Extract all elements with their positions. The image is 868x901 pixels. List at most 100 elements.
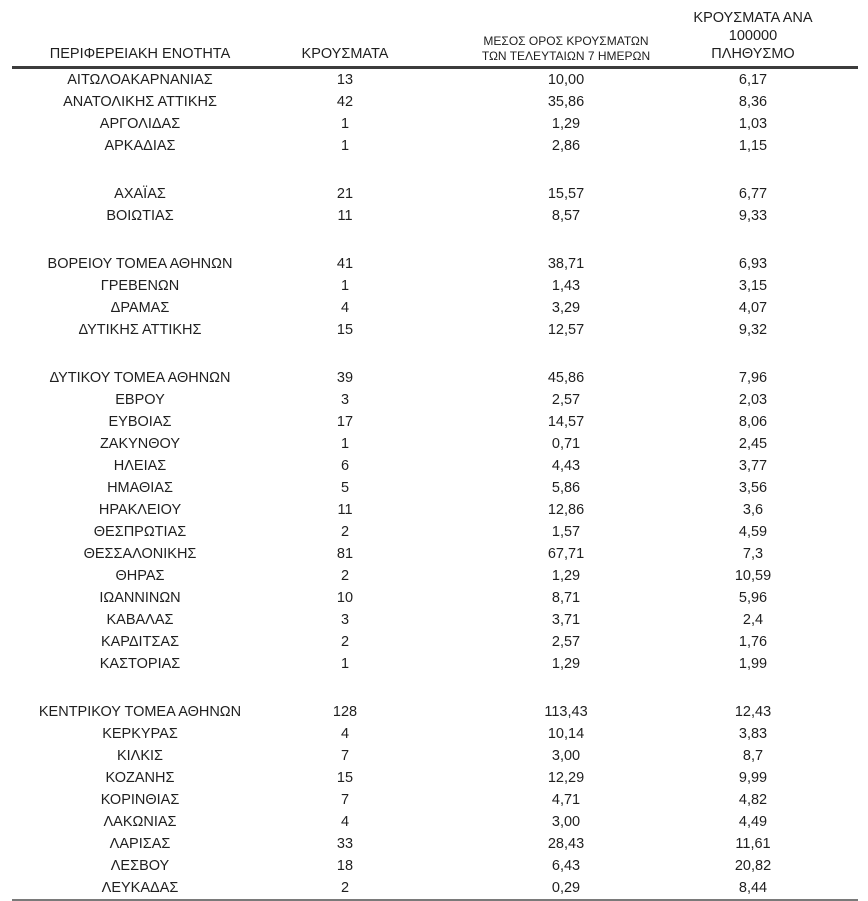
cell-avg7: 28,43	[547, 836, 585, 852]
cell-avg7: 10,14	[547, 726, 585, 742]
table-row: ΓΡΕΒΕΝΩΝ 1 1,43 3,15	[12, 275, 858, 297]
cell-per100k: 6,77	[738, 186, 768, 202]
cell-cases: 11	[337, 502, 353, 518]
cell-cases: 2	[340, 880, 350, 896]
table-row: ΑΡΚΑΔΙΑΣ 1 2,86 1,15	[12, 135, 858, 157]
cell-avg7: 3,29	[551, 300, 581, 316]
cell-per100k: 8,06	[738, 414, 768, 430]
cell-avg7: 15,57	[547, 186, 585, 202]
cell-region: ΑΡΓΟΛΙΔΑΣ	[99, 116, 181, 132]
cell-cases: 3	[340, 392, 350, 408]
cell-avg7: 8,57	[551, 208, 581, 224]
spacer-cell	[12, 227, 858, 253]
cell-cases: 13	[336, 72, 354, 88]
cell-avg7: 6,43	[551, 858, 581, 874]
spacer-cell	[12, 675, 858, 701]
cell-avg7: 67,71	[547, 546, 585, 562]
table-row: ΕΒΡΟΥ 3 2,57 2,03	[12, 389, 858, 411]
cell-region: ΚΕΝΤΡΙΚΟΥ ΤΟΜΕΑ ΑΘΗΝΩΝ	[38, 704, 242, 720]
table-row: ΚΙΛΚΙΣ 7 3,00 8,7	[12, 745, 858, 767]
cell-region: ΒΟΡΕΙΟΥ ΤΟΜΕΑ ΑΘΗΝΩΝ	[47, 256, 233, 272]
cell-region: ΗΛΕΙΑΣ	[113, 458, 167, 474]
cell-avg7: 35,86	[547, 94, 585, 110]
cell-cases: 5	[340, 480, 350, 496]
cell-cases: 1	[340, 656, 350, 672]
table-row: ΒΟΙΩΤΙΑΣ 11 8,57 9,33	[12, 205, 858, 227]
spacer-row	[12, 157, 858, 183]
cell-per100k: 2,4	[742, 612, 764, 628]
table-row: ΚΑΡΔΙΤΣΑΣ 2 2,57 1,76	[12, 631, 858, 653]
cell-cases: 4	[340, 726, 350, 742]
cell-avg7: 1,29	[551, 568, 581, 584]
cell-cases: 41	[336, 256, 354, 272]
cell-cases: 2	[340, 524, 350, 540]
table-body: ΑΙΤΩΛΟΑΚΑΡΝΑΝΙΑΣ 13 10,00 6,17 ΑΝΑΤΟΛΙΚΗΣ ΑΤ…	[12, 68, 858, 901]
cell-cases: 128	[332, 704, 358, 720]
table-row: ΚΟΖΑΝΗΣ 15 12,29 9,99	[12, 767, 858, 789]
cell-region: ΘΕΣΣΑΛΟΝΙΚΗΣ	[83, 546, 197, 562]
cell-per100k: 6,93	[738, 256, 768, 272]
cell-cases: 21	[336, 186, 354, 202]
table-row: ΑΧΑΪΑΣ 21 15,57 6,77	[12, 183, 858, 205]
header-row: ΠΕΡΙΦΕΡΕΙΑΚΗ ΕΝΟΤΗΤΑ ΚΡΟΥΣΜΑΤΑ ΜΕΣΟΣ ΟΡΟ…	[12, 5, 858, 69]
cell-region: ΚΙΛΚΙΣ	[116, 748, 164, 764]
cell-region: ΚΟΖΑΝΗΣ	[105, 770, 175, 786]
table-row: ΚΟΡΙΝΘΙΑΣ 7 4,71 4,82	[12, 789, 858, 811]
table-row: ΑΙΤΩΛΟΑΚΑΡΝΑΝΙΑΣ 13 10,00 6,17	[12, 68, 858, 92]
cell-region: ΚΑΡΔΙΤΣΑΣ	[100, 634, 180, 650]
cell-per100k: 11,61	[735, 836, 771, 852]
cell-cases: 15	[336, 322, 354, 338]
cell-region: ΓΡΕΒΕΝΩΝ	[100, 278, 180, 294]
cell-per100k: 20,82	[734, 858, 772, 874]
cell-per100k: 8,44	[738, 880, 768, 896]
cell-region: ΑΙΤΩΛΟΑΚΑΡΝΑΝΙΑΣ	[67, 72, 213, 88]
header-region-label: ΠΕΡΙΦΕΡΕΙΑΚΗ ΕΝΟΤΗΤΑ	[49, 46, 231, 62]
table-row: ΗΡΑΚΛΕΙΟΥ 11 12,86 3,6	[12, 499, 858, 521]
regional-cases-table-wrap: ΠΕΡΙΦΕΡΕΙΑΚΗ ΕΝΟΤΗΤΑ ΚΡΟΥΣΜΑΤΑ ΜΕΣΟΣ ΟΡΟ…	[12, 5, 858, 901]
table-row: ΚΕΡΚΥΡΑΣ 4 10,14 3,83	[12, 723, 858, 745]
cell-avg7: 12,57	[547, 322, 585, 338]
cell-per100k: 1,15	[738, 138, 768, 154]
cell-region: ΒΟΙΩΤΙΑΣ	[106, 208, 174, 224]
cell-per100k: 4,49	[738, 814, 768, 830]
spacer-cell	[12, 341, 858, 367]
table-row: ΑΡΓΟΛΙΔΑΣ 1 1,29 1,03	[12, 113, 858, 135]
cell-cases: 81	[336, 546, 354, 562]
cell-cases: 39	[336, 370, 354, 386]
cell-cases: 10	[336, 590, 354, 606]
table-row: ΛΕΥΚΑΔΑΣ 2 0,29 8,44	[12, 877, 858, 900]
regional-cases-table: ΠΕΡΙΦΕΡΕΙΑΚΗ ΕΝΟΤΗΤΑ ΚΡΟΥΣΜΑΤΑ ΜΕΣΟΣ ΟΡΟ…	[12, 5, 858, 901]
header-cases: ΚΡΟΥΣΜΑΤΑ	[268, 5, 432, 69]
cell-per100k: 1,99	[738, 656, 768, 672]
cell-cases: 2	[340, 634, 350, 650]
header-avg7: ΜΕΣΟΣ ΟΡΟΣ ΚΡΟΥΣΜΑΤΩΝ ΤΩΝ ΤΕΛΕΥΤΑΙΩΝ 7 Η…	[432, 5, 672, 69]
cell-avg7: 10,00	[547, 72, 585, 88]
cell-region: ΗΡΑΚΛΕΙΟΥ	[98, 502, 182, 518]
cell-cases: 6	[340, 458, 350, 474]
cell-avg7: 4,43	[551, 458, 581, 474]
cell-per100k: 3,56	[738, 480, 768, 496]
table-row: ΘΕΣΠΡΩΤΙΑΣ 2 1,57 4,59	[12, 521, 858, 543]
cell-region: ΔΥΤΙΚΟΥ ΤΟΜΕΑ ΑΘΗΝΩΝ	[49, 370, 231, 386]
cell-avg7: 38,71	[547, 256, 585, 272]
cell-cases: 1	[340, 138, 350, 154]
cell-cases: 2	[340, 568, 350, 584]
cell-region: ΕΒΡΟΥ	[115, 392, 165, 408]
cell-avg7: 2,57	[551, 392, 581, 408]
cell-region: ΛΕΣΒΟΥ	[110, 858, 170, 874]
cell-avg7: 4,71	[551, 792, 581, 808]
cell-per100k: 3,77	[738, 458, 768, 474]
cell-per100k: 4,07	[738, 300, 768, 316]
cell-avg7: 45,86	[547, 370, 585, 386]
cell-region: ΚΑΣΤΟΡΙΑΣ	[99, 656, 181, 672]
table-row: ΛΕΣΒΟΥ 18 6,43 20,82	[12, 855, 858, 877]
cell-cases: 1	[340, 436, 350, 452]
cell-avg7: 3,00	[551, 814, 581, 830]
header-region: ΠΕΡΙΦΕΡΕΙΑΚΗ ΕΝΟΤΗΤΑ	[12, 5, 268, 69]
cell-per100k: 9,32	[738, 322, 768, 338]
cell-avg7: 1,29	[551, 116, 581, 132]
cell-avg7: 1,57	[551, 524, 581, 540]
cell-cases: 3	[340, 612, 350, 628]
cell-region: ΑΝΑΤΟΛΙΚΗΣ ΑΤΤΙΚΗΣ	[63, 94, 217, 110]
cell-per100k: 7,96	[738, 370, 768, 386]
